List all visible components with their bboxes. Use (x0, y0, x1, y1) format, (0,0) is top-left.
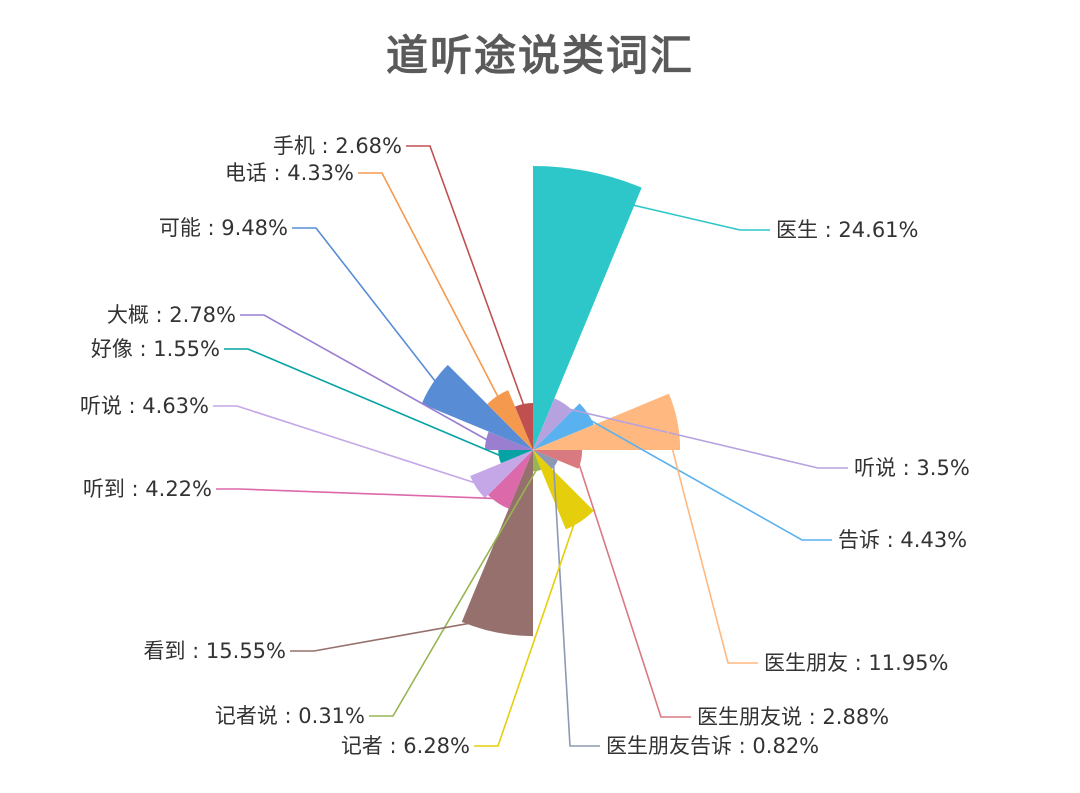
leader-lines-layer (213, 145, 848, 747)
slice-11-wedge[interactable] (470, 450, 533, 499)
slice-11-label: 听说 : 4.63% (80, 394, 209, 418)
slice-9-label: 看到 : 15.55% (144, 639, 287, 663)
slice-1-leader-line (583, 192, 770, 231)
slice-10-label: 听到 : 4.22% (83, 477, 212, 501)
slice-3-leader-line (583, 415, 832, 541)
slice-15-label: 电话 : 4.33% (225, 161, 354, 185)
slice-3-label: 告诉 : 4.43% (838, 528, 967, 552)
slice-8-label: 记者说 : 0.31% (215, 704, 365, 728)
slice-7-leader-line (474, 515, 578, 747)
slice-5-leader-line (576, 458, 691, 718)
slice-5-wedge[interactable] (533, 450, 583, 469)
slice-14-wedge[interactable] (421, 364, 533, 450)
slices-layer (421, 166, 681, 637)
slice-6-leader-line (552, 463, 600, 747)
slice-13-label: 大概 : 2.78% (107, 303, 236, 327)
slice-15-leader-line (358, 172, 501, 401)
slice-15-wedge[interactable] (487, 390, 533, 450)
slice-6-wedge[interactable] (533, 450, 558, 469)
slice-13-wedge[interactable] (484, 431, 533, 450)
slice-10-leader-line (216, 488, 501, 500)
slice-4-wedge[interactable] (533, 393, 681, 450)
slice-16-leader-line (406, 145, 526, 408)
slice-2-wedge[interactable] (533, 398, 573, 450)
slice-4-leader-line (665, 423, 758, 664)
slice-8-leader-line (369, 468, 538, 717)
slice-2-label: 听说 : 3.5% (854, 456, 970, 480)
slice-2-leader-line (561, 406, 848, 469)
slice-16-wedge[interactable] (515, 403, 533, 450)
slice-14-label: 可能 : 9.48% (159, 216, 288, 240)
slice-16-label: 手机 : 2.68% (273, 134, 402, 158)
chart-title: 道听途说类词汇 (385, 31, 694, 80)
slice-11-leader-line (213, 405, 482, 486)
slice-6-label: 医生朋友告诉 : 0.82% (606, 734, 819, 758)
slice-14-leader-line (292, 227, 442, 389)
slice-1-wedge[interactable] (533, 166, 642, 450)
slice-12-leader-line (224, 348, 502, 457)
slice-5-label: 医生朋友说 : 2.88% (697, 705, 889, 729)
slice-9-wedge[interactable] (461, 450, 533, 637)
slice-12-wedge[interactable] (498, 450, 533, 464)
slice-7-label: 记者 : 6.28% (341, 734, 470, 758)
slice-3-wedge[interactable] (533, 403, 594, 450)
slice-13-leader-line (240, 314, 491, 443)
slice-8-wedge[interactable] (533, 450, 542, 472)
labels-layer: 医生 : 24.61% 听说 : 3.5% 告诉 : 4.43% 医生朋友 : 11.… (80, 134, 970, 758)
slice-12-label: 好像 : 1.55% (91, 337, 220, 361)
slice-4-label: 医生朋友 : 11.95% (764, 651, 949, 675)
slice-9-leader-line (290, 617, 500, 652)
slice-7-wedge[interactable] (533, 450, 594, 530)
slice-1-label: 医生 : 24.61% (776, 218, 919, 242)
slice-10-wedge[interactable] (488, 450, 533, 509)
